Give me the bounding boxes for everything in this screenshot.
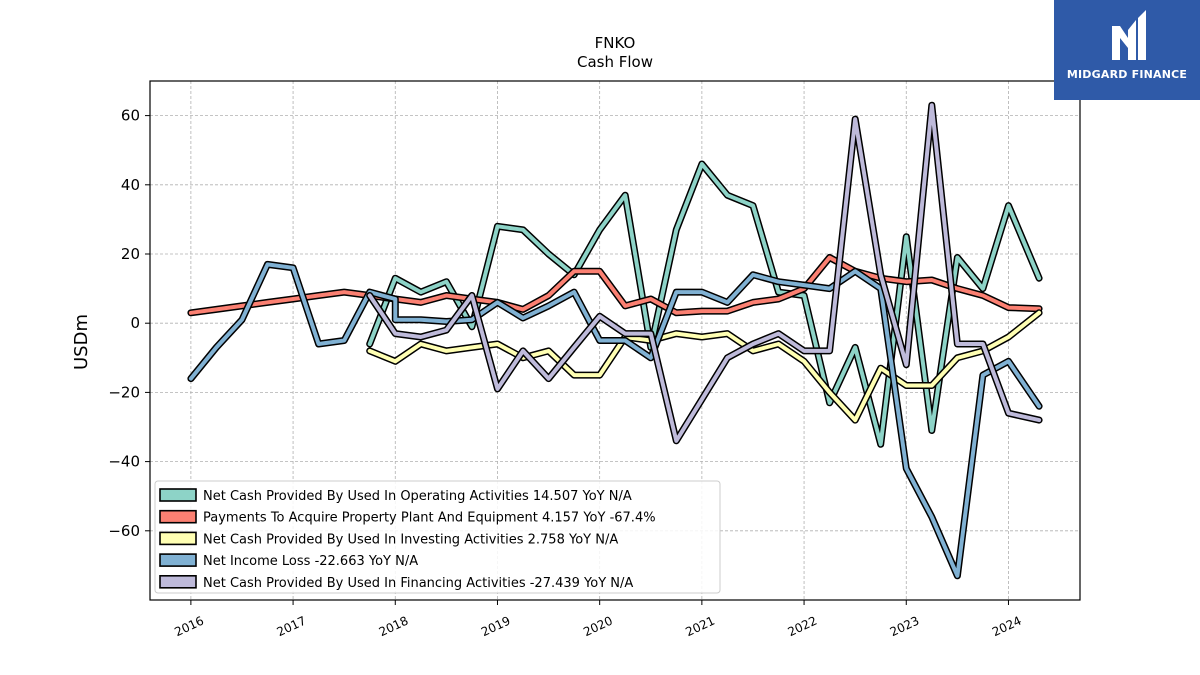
series-lines xyxy=(187,101,1043,580)
x-tick-label: 2019 xyxy=(479,614,513,640)
legend: Net Cash Provided By Used In Operating A… xyxy=(154,480,721,594)
x-tick-label: 2021 xyxy=(683,614,717,640)
x-tick-label: 2017 xyxy=(275,614,309,640)
legend-entry: Net Income Loss -22.663 YoY N/A xyxy=(203,554,418,569)
y-axis-ticks: 60 40 20 0 −20 −40 −60 xyxy=(108,107,150,540)
legend-swatch xyxy=(159,488,197,502)
x-tick-label: 2016 xyxy=(172,614,206,640)
x-tick-label: 2022 xyxy=(786,614,820,640)
x-tick-label: 2018 xyxy=(377,614,411,640)
x-tick-label: 2020 xyxy=(581,614,615,640)
y-tick-label: 60 xyxy=(121,107,140,125)
legend-entry: Net Cash Provided By Used In Investing A… xyxy=(203,532,618,547)
y-tick-label: 20 xyxy=(121,245,140,263)
series-1 xyxy=(187,254,1043,317)
legend-swatch xyxy=(159,509,197,524)
y-tick-label: 0 xyxy=(130,314,140,332)
chart-title: FNKO xyxy=(595,34,636,52)
legend-entry: Net Cash Provided By Used In Financing A… xyxy=(203,576,633,591)
series-2 xyxy=(366,309,1043,424)
x-tick-label: 2024 xyxy=(990,614,1024,640)
series-line xyxy=(367,310,1042,423)
series-line xyxy=(367,103,1042,443)
midgard-finance-logo: MIDGARD FINANCE xyxy=(1054,0,1200,100)
legend-entry: Payments To Acquire Property Plant And E… xyxy=(203,511,656,526)
series-4 xyxy=(366,101,1043,445)
x-axis-ticks: 2016 2017 2018 2019 2020 2021 2022 2023 2024 xyxy=(172,600,1024,640)
y-tick-label: −40 xyxy=(108,453,140,471)
legend-swatch xyxy=(159,553,197,567)
series-0 xyxy=(366,160,1043,448)
logo-mark-icon xyxy=(1112,10,1146,60)
series-outline xyxy=(366,160,1043,448)
series-line xyxy=(367,162,1042,447)
plot-frame xyxy=(149,80,1081,601)
y-tick-label: −60 xyxy=(108,522,140,540)
chart-subtitle: Cash Flow xyxy=(577,53,653,71)
legend-entry: Net Cash Provided By Used In Operating A… xyxy=(203,489,632,504)
legend-swatch xyxy=(159,574,197,589)
series-line xyxy=(188,255,1042,315)
legend-box xyxy=(154,480,721,594)
legend-swatch xyxy=(159,531,197,546)
x-tick-label: 2023 xyxy=(888,614,922,640)
series-line xyxy=(188,262,1042,578)
y-tick-label: 40 xyxy=(121,176,140,194)
logo-text: MIDGARD FINANCE xyxy=(1066,68,1188,81)
y-axis-label: USDm xyxy=(71,314,92,370)
y-tick-label: −20 xyxy=(108,383,140,401)
series-3 xyxy=(187,260,1043,580)
